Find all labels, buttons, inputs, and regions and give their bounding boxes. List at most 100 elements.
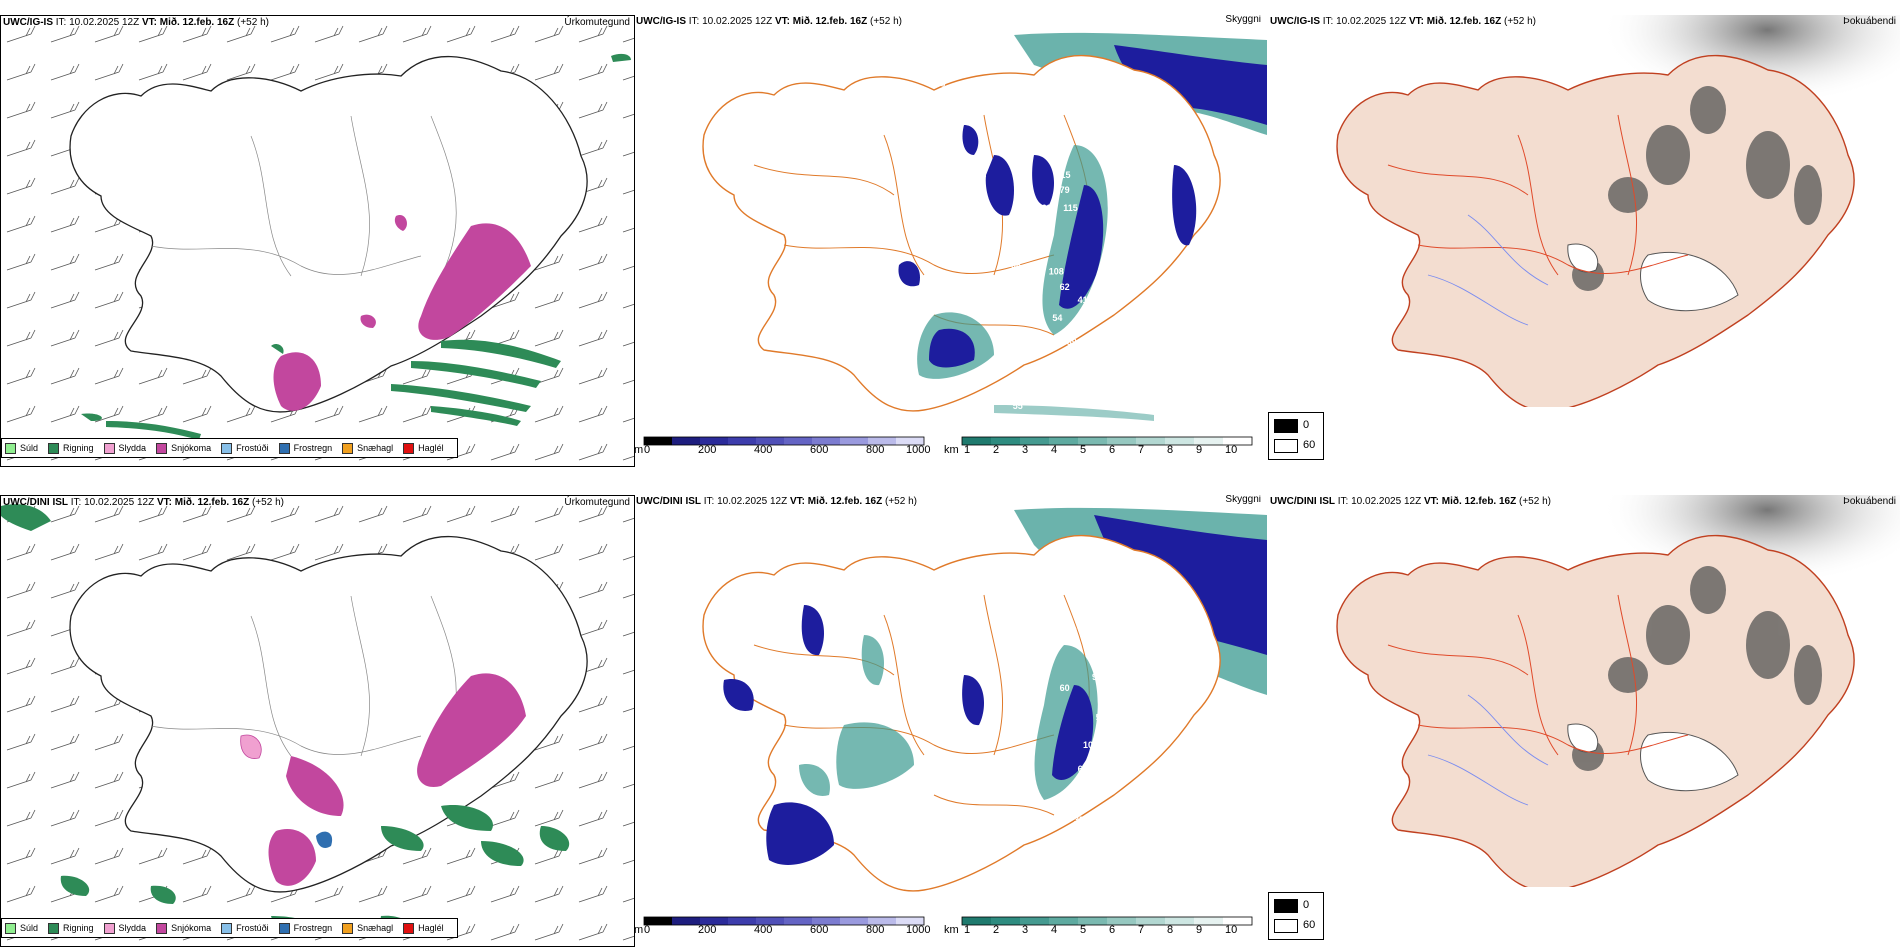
visibility-value-label: 94 <box>1074 608 1084 618</box>
visibility-value-label: 94 <box>1110 628 1120 638</box>
visibility-value-label: 50 <box>1074 790 1084 800</box>
panel-title: Skyggni <box>1225 15 1261 25</box>
visibility-panel-top: 150 48 127 254 121 91 70 103 115 79 69 115 89 98 108 62… <box>634 15 1267 465</box>
visibility-value-label: 48 <box>935 79 945 89</box>
height-tick: 200 <box>698 444 717 456</box>
visibility-value-label: 54 <box>1081 861 1091 871</box>
visibility-tick: 4 <box>1051 444 1058 456</box>
visibility-tick: 10 <box>1225 444 1238 456</box>
visibility-value-label: 77 <box>1094 288 1104 298</box>
panel-title: Skyggni <box>1225 495 1261 505</box>
legend-item: Slydda <box>103 922 146 934</box>
height-colorbar-bottom: m 0 200 400 600 800 1000 <box>634 916 934 938</box>
legend-swatch <box>403 442 415 454</box>
legend-item: Rigning <box>48 442 94 454</box>
visibility-value-label: 54 <box>1078 381 1088 391</box>
visibility-value-label: 127 <box>1027 856 1042 866</box>
visibility-tick: 1 <box>964 924 971 936</box>
visibility-value-label: 150 <box>885 79 900 89</box>
fog-panel-top: UWC/IG-IS IT: 10.02.2025 12Z VT: Mið. 12… <box>1268 15 1900 407</box>
visibility-value-label: 104 <box>1103 729 1118 739</box>
precip-type-legend: Súld Rigning Slydda Snjókoma Frostúði Fr… <box>1 438 458 458</box>
visibility-value-label: 69 <box>1042 203 1052 213</box>
legend-swatch <box>403 922 415 934</box>
panel-header: UWC/IG-IS IT: 10.02.2025 12Z VT: Mið. 12… <box>3 17 269 28</box>
panel-header: UWC/IG-IS IT: 10.02.2025 12Z VT: Mið. 12… <box>1270 16 1536 27</box>
visibility-value-label: 72 <box>1056 608 1066 618</box>
height-tick: 800 <box>866 924 885 936</box>
legend-item: Snjókoma <box>156 442 211 454</box>
fog-panel-bottom: UWC/DINI ISL IT: 10.02.2025 12Z VT: Mið.… <box>1268 495 1900 887</box>
visibility-value-label: 127 <box>979 79 994 89</box>
visibility-tick: 9 <box>1196 444 1203 456</box>
fog-swatch-light <box>1274 439 1298 453</box>
precip-type-map-bottom <box>1 496 634 946</box>
height-colorbar-top: m 0 200 400 600 800 1000 <box>634 436 934 458</box>
visibility-value-label: 105 <box>1083 740 1098 750</box>
visibility-value-label: 62 <box>1060 282 1070 292</box>
visibility-value-label: 121 <box>1020 97 1035 107</box>
panel-title: Þokuábendi <box>1843 16 1896 27</box>
visibility-value-label: 79 <box>890 394 900 404</box>
precip-type-panel-bottom: UWC/DINI ISL IT: 10.02.2025 12Z VT: Mið.… <box>0 495 635 947</box>
visibility-value-label: 80 <box>980 556 990 566</box>
visibility-value-label: 89 <box>1034 242 1044 252</box>
visibility-value-label: 93 <box>1067 626 1077 636</box>
fog-legend-label: 0 <box>1303 419 1310 431</box>
visibility-tick: 2 <box>993 924 1000 936</box>
visibility-tick: 3 <box>1022 444 1029 456</box>
visibility-value-label: 116 <box>1047 576 1062 586</box>
panel-header: UWC/DINI ISL IT: 10.02.2025 12Z VT: Mið.… <box>1270 496 1551 507</box>
legend-swatch <box>156 442 168 454</box>
visibility-value-label: 60 <box>1002 905 1012 915</box>
legend-swatch <box>342 922 354 934</box>
panel-header: UWC/DINI ISL IT: 10.02.2025 12Z VT: Mið.… <box>3 497 284 508</box>
visibility-value-label: 61 <box>955 790 965 800</box>
legend-item: Haglél <box>403 922 444 934</box>
visibility-value-label: 115 <box>1063 203 1078 213</box>
legend-item: Frostregn <box>278 442 332 454</box>
visibility-value-label: 33 <box>1150 669 1160 679</box>
height-unit: m <box>634 444 644 456</box>
visibility-value-label: 103 <box>971 170 986 180</box>
visibility-tick: 10 <box>1225 924 1238 936</box>
visibility-value-label: 35 <box>1074 815 1084 825</box>
visibility-value-label: 55 <box>1013 401 1023 411</box>
legend-swatch <box>103 442 115 454</box>
legend-swatch <box>221 442 233 454</box>
height-tick: 0 <box>644 924 651 936</box>
visibility-tick: 5 <box>1080 444 1087 456</box>
visibility-value-label: 92 <box>1092 672 1102 682</box>
height-tick: 0 <box>644 444 651 456</box>
panel-title: Úrkomutegund <box>564 497 630 508</box>
legend-item: Haglél <box>403 442 444 454</box>
visibility-value-label: 50 <box>934 539 944 549</box>
legend-swatch <box>278 442 290 454</box>
visibility-tick: 3 <box>1022 924 1029 936</box>
visibility-colorbar-top: km 1 2 3 4 5 6 7 8 9 10 <box>944 436 1264 458</box>
visibility-tick: 7 <box>1138 444 1145 456</box>
legend-swatch <box>5 442 16 454</box>
visibility-tick: 2 <box>993 444 1000 456</box>
legend-swatch <box>156 922 168 934</box>
fog-swatch-dark <box>1274 419 1298 433</box>
visibility-value-label: 53 <box>995 384 1005 394</box>
legend-item: Súld <box>5 922 38 934</box>
visibility-colorbar-bottom: km 1 2 3 4 5 6 7 8 9 10 <box>944 916 1264 938</box>
legend-swatch <box>278 922 290 934</box>
visibility-value-label: 56 <box>919 897 929 907</box>
visibility-value-label: 41 <box>1078 295 1088 305</box>
visibility-tick: 1 <box>964 444 971 456</box>
visibility-value-label: 60 <box>1078 764 1088 774</box>
visibility-map-bottom <box>702 507 1267 892</box>
visibility-map-top <box>702 32 1267 421</box>
visibility-value-label: 118 <box>894 526 909 536</box>
height-tick: 600 <box>810 444 829 456</box>
visibility-tick: 7 <box>1138 924 1145 936</box>
panel-header: UWC/DINI ISL IT: 10.02.2025 12Z VT: Mið.… <box>636 496 917 507</box>
visibility-value-label: 98 <box>1011 260 1021 270</box>
visibility-value-label: 60 <box>1060 683 1070 693</box>
visibility-unit: km <box>944 924 959 936</box>
fog-legend-top: 0 60 <box>1268 412 1324 460</box>
